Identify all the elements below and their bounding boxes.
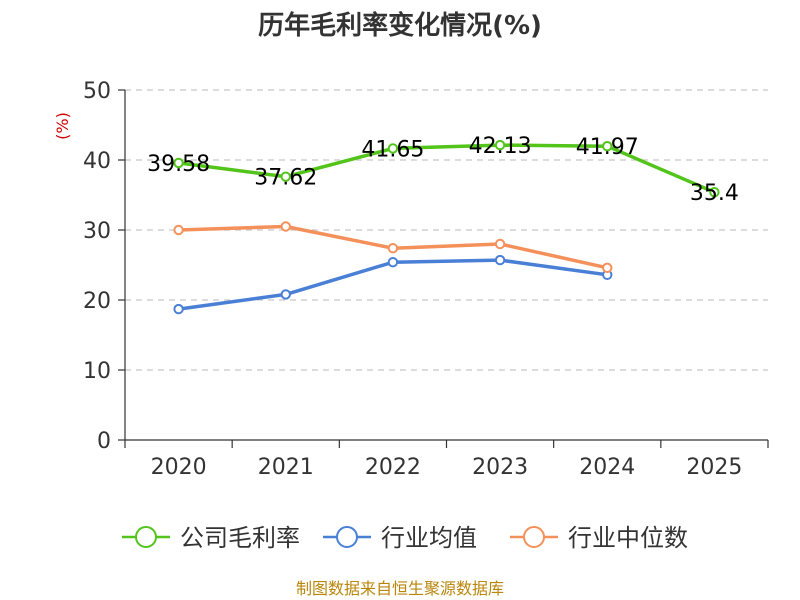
legend-label-1: 行业均值: [381, 524, 477, 552]
legend-marker-0: [135, 526, 157, 548]
legend-label-2: 行业中位数: [568, 524, 688, 552]
point-1-2020: [173, 303, 184, 315]
gridlines: [125, 89, 768, 371]
axes: 0 10 20 30 40 50 2020 2021 2022 2023 2024 2025: [83, 79, 769, 480]
legend-marker-2: [523, 526, 545, 548]
point-0-2024: [602, 141, 613, 152]
x-tick-label-2021: 2021: [258, 455, 314, 480]
legend-label-0: 公司毛利率: [180, 524, 300, 552]
point-0-2022: [387, 143, 399, 154]
point-1-2021: [280, 289, 291, 300]
y-tick-label-20: 20: [83, 289, 111, 314]
series-line-1: [178, 258, 608, 311]
y-tick-label-10: 10: [83, 359, 111, 384]
point-2-2024: [602, 262, 613, 273]
legend-marker-1: [336, 526, 358, 548]
point-2-2020: [173, 224, 184, 236]
x-tick-label-2024: 2024: [579, 455, 635, 480]
point-2-2021: [280, 221, 291, 232]
data-label-2021: 37.62: [254, 166, 317, 191]
point-2-2023: [494, 238, 506, 250]
source-note: 制图数据来自恒生聚源数据库: [296, 579, 504, 598]
data-label-2022: 41.65: [361, 137, 424, 162]
y-tick-label-0: 0: [97, 429, 111, 454]
point-2-2022: [387, 243, 399, 254]
point-0-2020: [173, 157, 184, 169]
data-labels: 39.58 37.62 41.65 42.13 41.97 35.4: [147, 134, 739, 206]
y-axis-label: (%): [53, 112, 72, 140]
data-label-2023: 42.13: [469, 134, 532, 159]
chart-title: 历年毛利率变化情况(%): [258, 10, 542, 41]
x-tick-label-2022: 2022: [365, 455, 421, 480]
x-tick-label-2025: 2025: [686, 455, 742, 480]
y-tick-label-50: 50: [83, 79, 111, 104]
data-label-2020: 39.58: [147, 152, 210, 177]
x-tick-label-2020: 2020: [151, 455, 207, 480]
legend: 公司毛利率 行业均值 行业中位数: [122, 524, 688, 552]
point-1-2022: [387, 257, 399, 268]
y-tick-label-40: 40: [83, 149, 111, 174]
point-0-2025: [709, 187, 720, 198]
data-label-2024: 41.97: [576, 135, 639, 160]
x-tick-label-2023: 2023: [472, 455, 528, 480]
point-0-2023: [494, 139, 506, 151]
series-line-0: [178, 143, 716, 194]
series-group: [173, 139, 720, 315]
point-1-2023: [494, 254, 506, 266]
point-0-2021: [280, 171, 291, 182]
data-label-2025: 35.4: [690, 181, 739, 206]
y-tick-label-30: 30: [83, 219, 111, 244]
